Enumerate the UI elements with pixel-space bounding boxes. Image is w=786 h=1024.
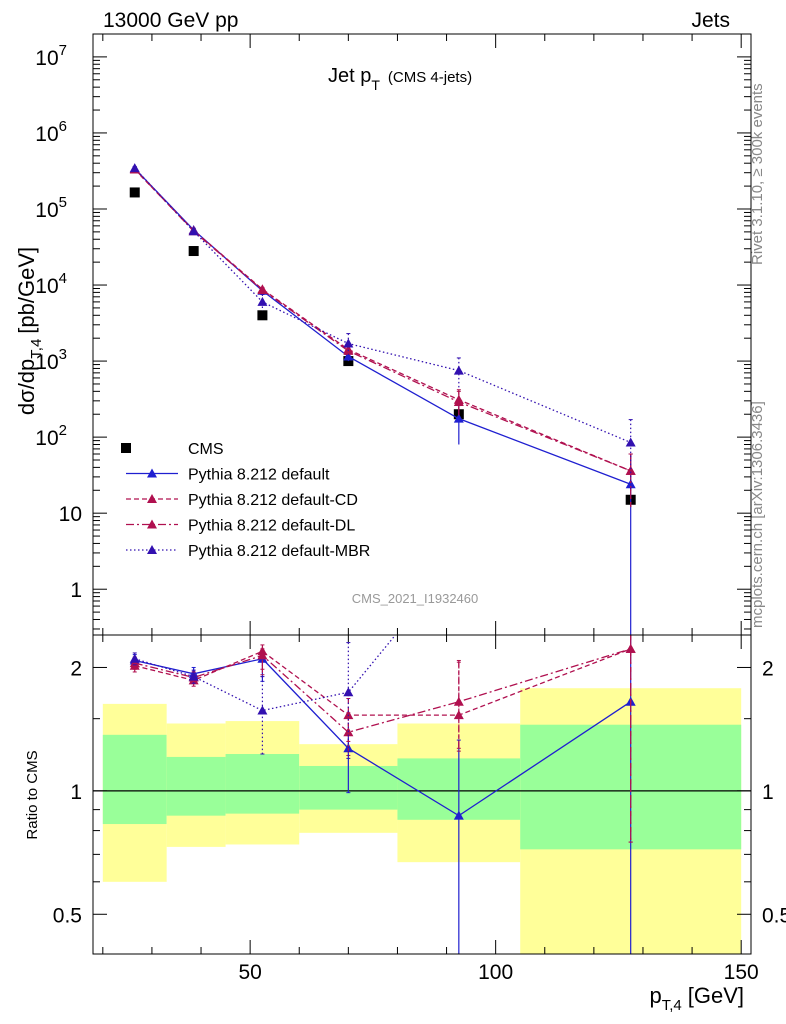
ratio-point-dl <box>257 650 268 660</box>
main-y-axis-label: dσ/dpT,4 [pb/GeV] <box>14 247 45 415</box>
ratio-point-dl <box>625 643 636 653</box>
main-y-label-pre: dσ/dp <box>14 359 39 415</box>
ratio-y-tick-label-right: 1 <box>762 781 774 804</box>
main-point-mbr <box>453 365 464 375</box>
cms-data-point <box>188 246 199 257</box>
x-tick-label: 50 <box>238 961 261 984</box>
main-point-default <box>343 351 354 361</box>
ratio-y-tick-label-right: 0.5 <box>762 904 786 927</box>
ratio-y-tick-label-left: 2 <box>70 657 82 680</box>
main-y-tick-label: 105 <box>35 194 67 222</box>
main-point-mbr <box>625 437 636 447</box>
main-panel-axes: 1 10 102 103 104 105 106 107 <box>35 33 751 635</box>
x-label-pre: p <box>649 983 661 1008</box>
main-point-mbr <box>188 226 199 236</box>
main-y-label-sub: T,4 <box>28 339 45 359</box>
main-y-tick-label: 103 <box>35 346 67 374</box>
main-series-line-dl <box>134 168 631 472</box>
legend-marker-default <box>147 468 157 478</box>
main-point-mbr <box>343 338 354 348</box>
ratio-uncertainty-bands <box>93 688 751 954</box>
x-label-sub: T,4 <box>662 997 682 1014</box>
header-energy-label: 13000 GeV pp <box>103 9 238 32</box>
main-point-mbr <box>129 163 140 173</box>
x-axis-label: pT,4 [GeV] <box>649 983 744 1014</box>
main-panel-marks <box>129 163 636 635</box>
main-y-tick-label: 104 <box>35 270 67 298</box>
main-point-dl <box>257 285 268 295</box>
ratio-band-green <box>166 756 226 816</box>
main-point-mbr <box>257 296 268 306</box>
x-label-post: [GeV] <box>688 983 744 1008</box>
legend-label-dl: Pythia 8.212 default-DL <box>188 518 355 535</box>
cms-data-point <box>129 187 140 198</box>
cms-data-point <box>257 310 268 321</box>
main-series-line-default <box>134 168 631 485</box>
ratio-point-dl <box>453 696 464 706</box>
legend-marker-data <box>121 443 131 453</box>
ratio-series-line-dl <box>134 648 631 733</box>
main-point-dl <box>625 465 636 475</box>
legend-marker-cd <box>147 494 157 503</box>
ratio-point-mbr <box>343 687 354 697</box>
legend-marker-mbr <box>147 545 157 554</box>
source-label: mcplots.cern.ch [arXiv:1306.3436] <box>749 401 766 628</box>
main-title-extra: (CMS 4-jets) <box>388 69 472 86</box>
header-category-label: Jets <box>691 9 730 32</box>
ratio-point-mbr <box>188 671 199 681</box>
legend-label-data: CMS <box>188 441 224 458</box>
ratio-series-line-default <box>134 658 632 817</box>
legend-label-default: Pythia 8.212 default <box>188 467 330 484</box>
ratio-y-tick-label-left: 0.5 <box>53 904 82 927</box>
legend: CMS Pythia 8.212 default Pythia 8.212 defa… <box>121 441 370 560</box>
main-series-line-mbr <box>134 167 631 444</box>
main-y-tick-label: 102 <box>35 422 67 450</box>
x-tick-label: 150 <box>724 961 759 984</box>
main-y-tick-label: 1 <box>70 579 82 602</box>
main-y-tick-label: 107 <box>35 42 67 70</box>
main-title-sub: T <box>371 77 380 93</box>
main-point-dl <box>453 396 464 406</box>
ratio-point-mbr <box>454 553 464 562</box>
ratio-band-green <box>102 734 167 825</box>
legend-label-cd: Pythia 8.212 default-CD <box>188 492 358 509</box>
ratio-point-mbr <box>257 705 268 715</box>
main-y-tick-label: 106 <box>35 118 67 146</box>
rivet-version-label: Rivet 3.1.10, ≥ 300k events <box>749 83 766 265</box>
main-series-line-cd <box>134 169 631 472</box>
main-title-text: Jet p <box>328 65 371 87</box>
ratio-y-axis-label: Ratio to CMS <box>24 750 41 839</box>
ratio-y-tick-label-left: 1 <box>70 781 82 804</box>
x-tick-label: 100 <box>478 961 513 984</box>
ratio-series-line-cd <box>134 648 631 716</box>
ratio-panel-frame <box>92 634 752 955</box>
main-point-default <box>453 413 464 423</box>
ratio-y-tick-label-right: 2 <box>762 657 774 680</box>
main-y-tick-label: 10 <box>59 503 82 526</box>
ratio-band-green <box>225 754 300 814</box>
ratio-panel-marks <box>129 553 636 954</box>
legend-marker-dl <box>147 519 157 529</box>
legend-label-mbr: Pythia 8.212 default-MBR <box>188 543 370 560</box>
ratio-point-default <box>453 810 464 820</box>
main-title: Jet pT (CMS 4-jets) <box>328 65 472 93</box>
analysis-watermark: CMS_2021_I1932460 <box>352 591 479 606</box>
main-y-label-post: [pb/GeV] <box>14 247 39 334</box>
ratio-point-mbr <box>129 653 140 663</box>
ratio-panel-axes: 0.5 0.5 1 1 2 2 50 100 150 <box>53 635 786 984</box>
